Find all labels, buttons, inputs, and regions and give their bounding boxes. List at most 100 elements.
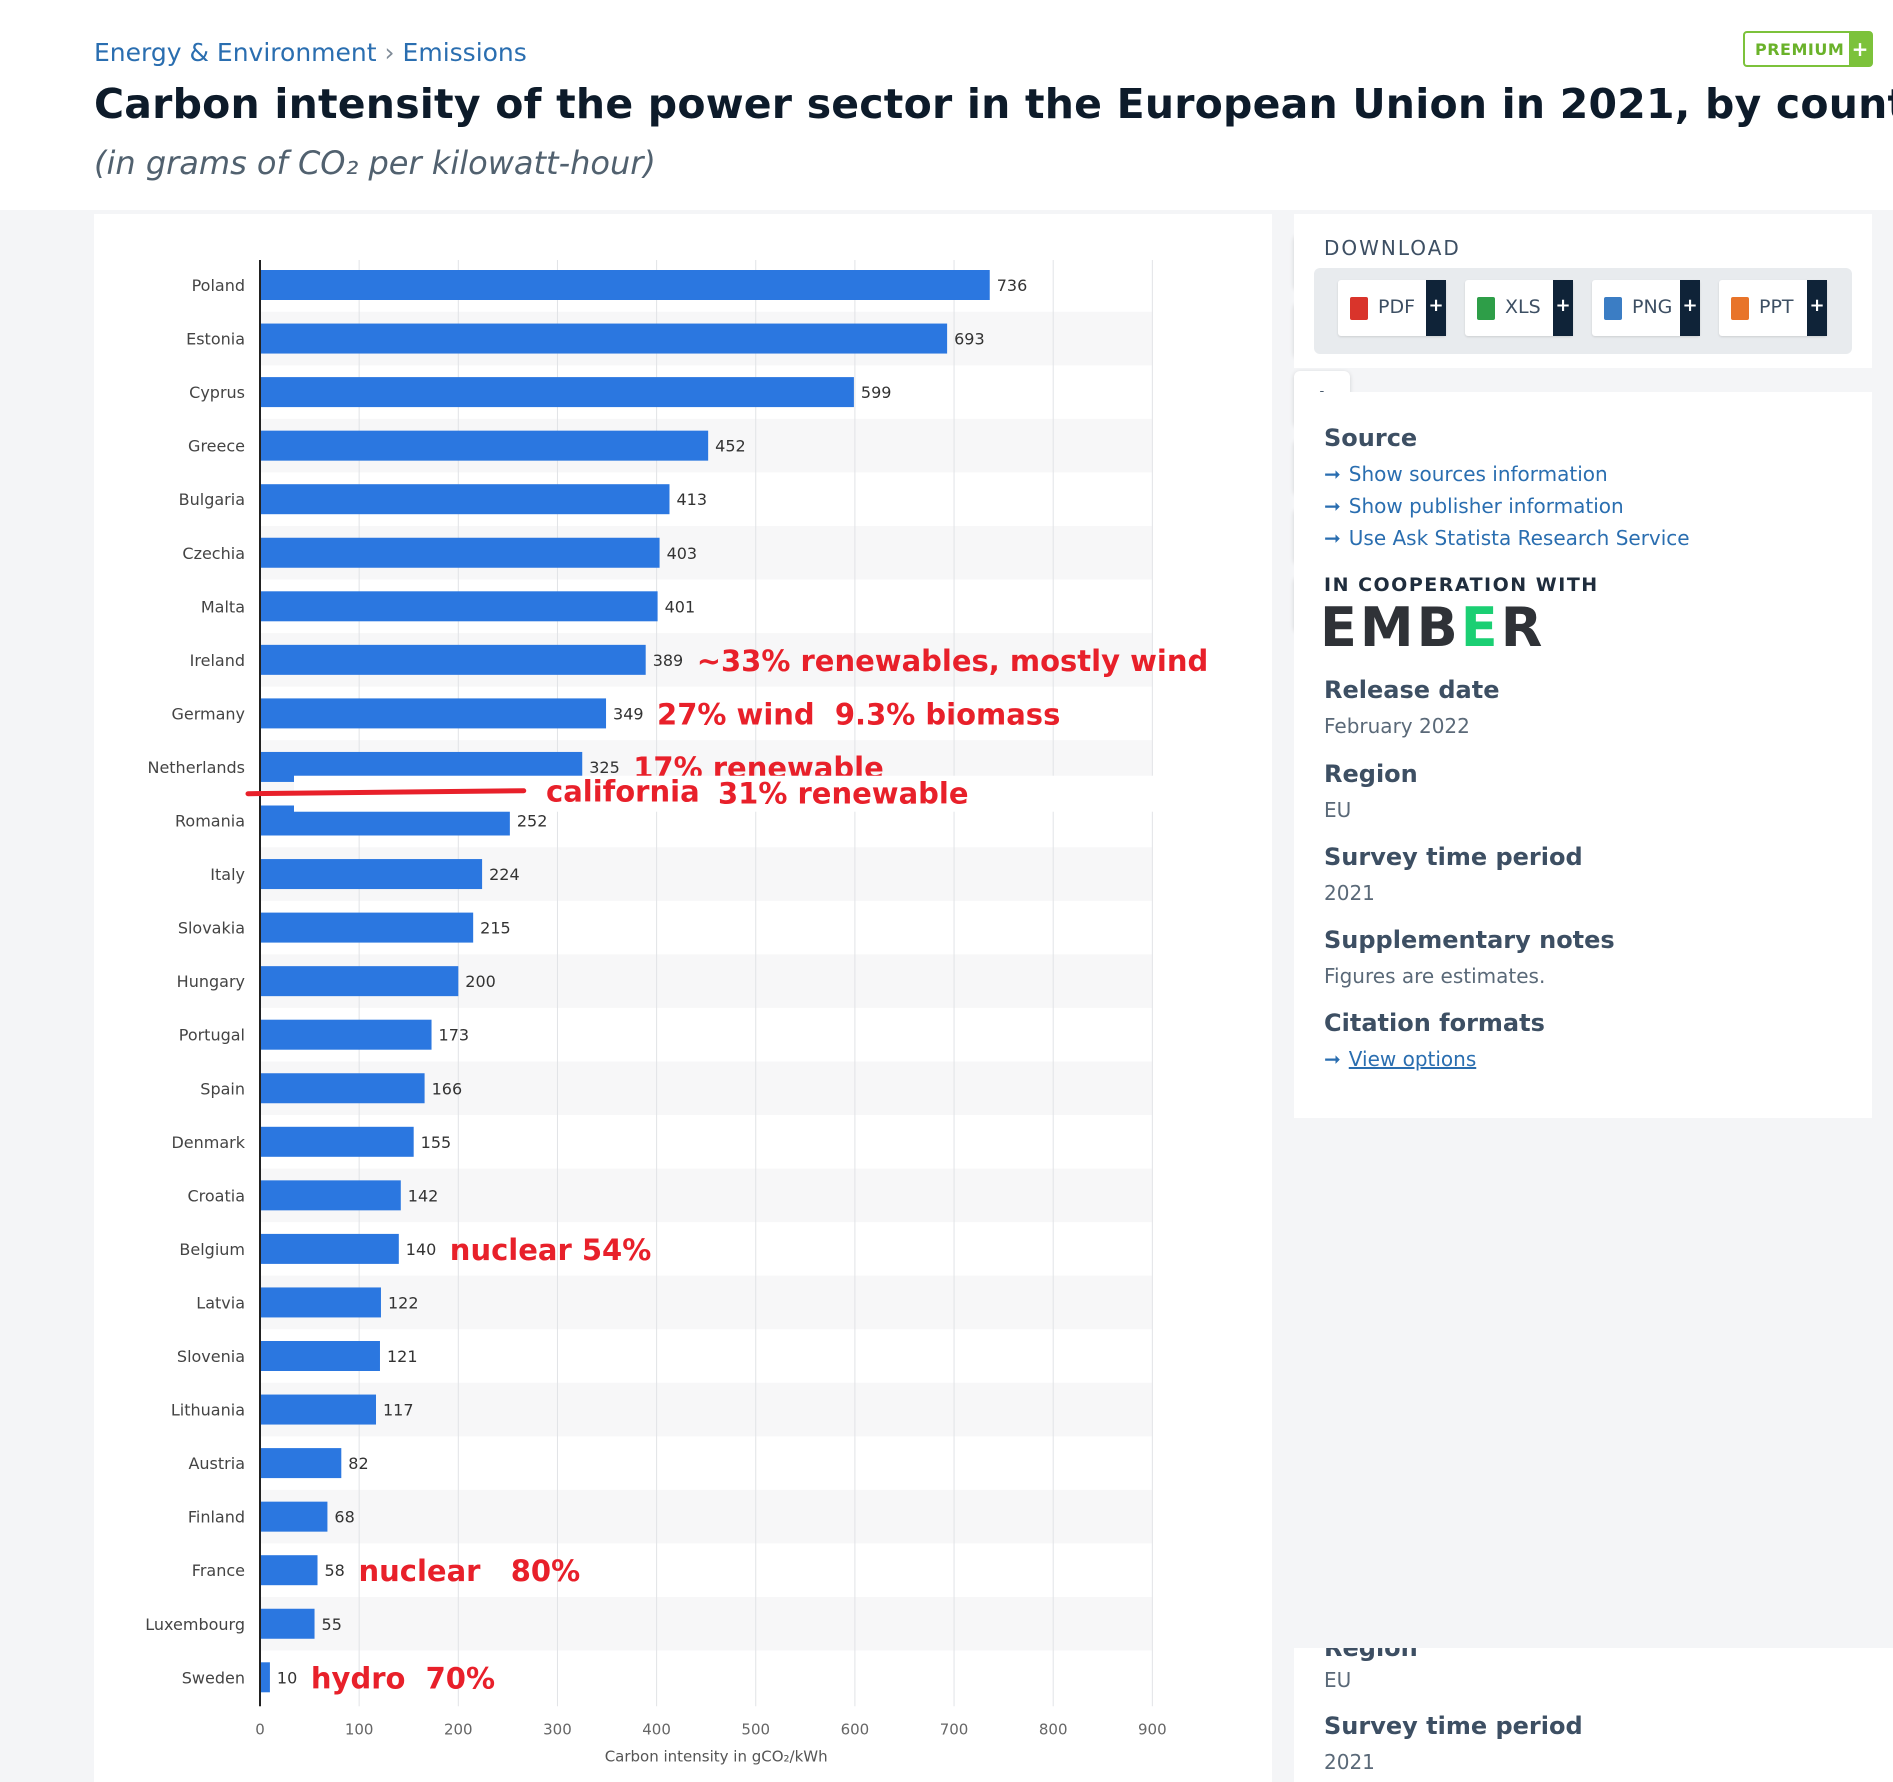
pdf-file-icon <box>1350 297 1368 320</box>
bar-spain <box>260 1073 425 1104</box>
value-label-slovenia: 121 <box>387 1347 418 1366</box>
source-heading: Source <box>1324 424 1418 452</box>
bar-latvia <box>260 1287 381 1318</box>
value-label-ireland: 389 <box>653 651 684 670</box>
breadcrumb-emissions[interactable]: Emissions <box>402 38 527 67</box>
y-tick-labels: Poland Estonia Cyprus Greece Bulgaria Czechia… <box>145 276 245 1687</box>
bar-austria <box>260 1448 342 1479</box>
show-publisher-link[interactable]: ➞ Show publisher information <box>1324 494 1624 518</box>
y-tick-label-austria: Austria <box>188 1454 245 1473</box>
value-label-lithuania: 117 <box>383 1401 414 1420</box>
bar-chart: Poland Estonia Cyprus Greece Bulgaria Czechia… <box>145 260 1224 1765</box>
download-ppt-plus-icon: + <box>1807 280 1827 336</box>
value-label-netherlands: 325 <box>589 758 620 777</box>
chart-card: Poland Estonia Cyprus Greece Bulgaria Czechia… <box>94 214 1350 1782</box>
y-tick-label-belgium: Belgium <box>179 1240 245 1259</box>
bar-czechia <box>260 537 660 568</box>
bar-ireland <box>260 644 646 675</box>
ask-statista-link[interactable]: ➞ Use Ask Statista Research Service <box>1324 526 1690 550</box>
arrow-right-icon: ➞ <box>1324 462 1341 486</box>
row-stripe-latvia <box>260 1275 1153 1330</box>
x-axis-title: Carbon intensity in gCO₂/kWh <box>605 1747 828 1765</box>
y-tick-label-romania: Romania <box>175 812 245 831</box>
download-png-button[interactable]: PNG + <box>1592 280 1700 336</box>
bar-malta <box>260 591 658 622</box>
value-label-latvia: 122 <box>388 1293 419 1312</box>
value-label-hungary: 200 <box>465 972 496 991</box>
premium-label: PREMIUM <box>1755 40 1845 59</box>
bars <box>260 270 990 1693</box>
california-line <box>245 788 527 797</box>
x-tick-label-0: 0 <box>255 1720 265 1738</box>
bar-denmark <box>260 1126 414 1157</box>
value-label-portugal: 173 <box>439 1026 470 1045</box>
lower-info-card: Region EU Survey time period 2021 <box>1294 1648 1893 1782</box>
value-label-bulgaria: 413 <box>676 490 707 509</box>
bar-belgium <box>260 1233 399 1264</box>
x-tick-label-400: 400 <box>642 1720 671 1738</box>
y-tick-label-cyprus: Cyprus <box>189 383 245 402</box>
region-heading: Region <box>1324 760 1418 788</box>
y-tick-label-ireland: Ireland <box>190 651 245 670</box>
x-tick-label-800: 800 <box>1039 1720 1068 1738</box>
bar-lithuania <box>260 1394 377 1425</box>
download-ppt-button[interactable]: PPT + <box>1719 280 1827 336</box>
annotation-germany: 27% wind 9.3% biomass <box>657 697 1060 731</box>
y-tick-label-estonia: Estonia <box>186 330 245 349</box>
y-tick-label-germany: Germany <box>171 704 245 723</box>
bar-cyprus <box>260 377 854 408</box>
lower-region-value: EU <box>1324 1668 1352 1692</box>
bar-hungary <box>260 966 459 997</box>
region-heading-cut-wrapper: Region <box>1294 1648 1893 1664</box>
bar-estonia <box>260 323 948 354</box>
value-label-czechia: 403 <box>667 544 698 563</box>
value-label-malta: 401 <box>665 597 696 616</box>
row-stripe-croatia <box>260 1168 1153 1223</box>
x-tick-labels: 0 100 200 300 400 500 600 700 800 900 <box>255 1720 1166 1738</box>
premium-badge[interactable]: PREMIUM + <box>1743 31 1873 67</box>
bar-greece <box>260 430 709 461</box>
y-tick-label-denmark: Denmark <box>171 1133 245 1152</box>
x-tick-label-700: 700 <box>940 1720 969 1738</box>
download-xls-plus-icon: + <box>1553 280 1573 336</box>
download-ppt-label: PPT <box>1759 296 1794 318</box>
lower-survey-heading: Survey time period <box>1324 1712 1583 1740</box>
page-title: Carbon intensity of the power sector in … <box>94 80 1893 128</box>
y-tick-label-netherlands: Netherlands <box>147 758 245 777</box>
value-label-sweden: 10 <box>277 1668 297 1687</box>
download-title: DOWNLOAD <box>1324 236 1461 260</box>
supplementary-notes-value: Figures are estimates. <box>1324 964 1546 988</box>
survey-period-heading: Survey time period <box>1324 843 1583 871</box>
x-tick-label-600: 600 <box>841 1720 870 1738</box>
x-tick-label-500: 500 <box>741 1720 770 1738</box>
y-tick-label-finland: Finland <box>188 1508 245 1527</box>
bar-slovenia <box>260 1341 380 1371</box>
bar-france <box>260 1555 318 1586</box>
value-label-finland: 68 <box>334 1508 354 1527</box>
california-note: 31% renewable <box>718 777 969 811</box>
download-xls-button[interactable]: XLS + <box>1465 280 1573 336</box>
row-stripe-luxembourg <box>260 1596 1153 1651</box>
y-tick-label-malta: Malta <box>201 597 245 616</box>
survey-period-value: 2021 <box>1324 881 1375 905</box>
download-pdf-button[interactable]: PDF + <box>1338 280 1446 336</box>
value-label-denmark: 155 <box>421 1133 452 1152</box>
y-tick-label-slovenia: Slovenia <box>177 1347 245 1366</box>
bar-croatia <box>260 1180 401 1211</box>
download-png-plus-icon: + <box>1680 280 1700 336</box>
y-tick-label-bulgaria: Bulgaria <box>179 490 245 509</box>
breadcrumb-energy-environment[interactable]: Energy & Environment <box>94 38 377 67</box>
value-label-belgium: 140 <box>406 1240 437 1259</box>
value-label-romania: 252 <box>517 812 548 831</box>
y-tick-label-italy: Italy <box>210 865 245 884</box>
download-png-label: PNG <box>1632 296 1673 318</box>
value-label-italy: 224 <box>489 865 520 884</box>
download-pdf-label: PDF <box>1378 296 1416 318</box>
california-reference: california 31% renewable <box>245 775 1224 812</box>
show-sources-link[interactable]: ➞ Show sources information <box>1324 462 1608 486</box>
download-card: DOWNLOAD PDF + XLS + PNG + PPT + <box>1294 214 1872 368</box>
breadcrumb: Energy & Environment › Emissions <box>94 38 527 67</box>
view-options-link[interactable]: ➞ View options <box>1324 1047 1477 1071</box>
y-tick-label-latvia: Latvia <box>196 1293 245 1312</box>
citation-formats-heading: Citation formats <box>1324 1009 1545 1037</box>
